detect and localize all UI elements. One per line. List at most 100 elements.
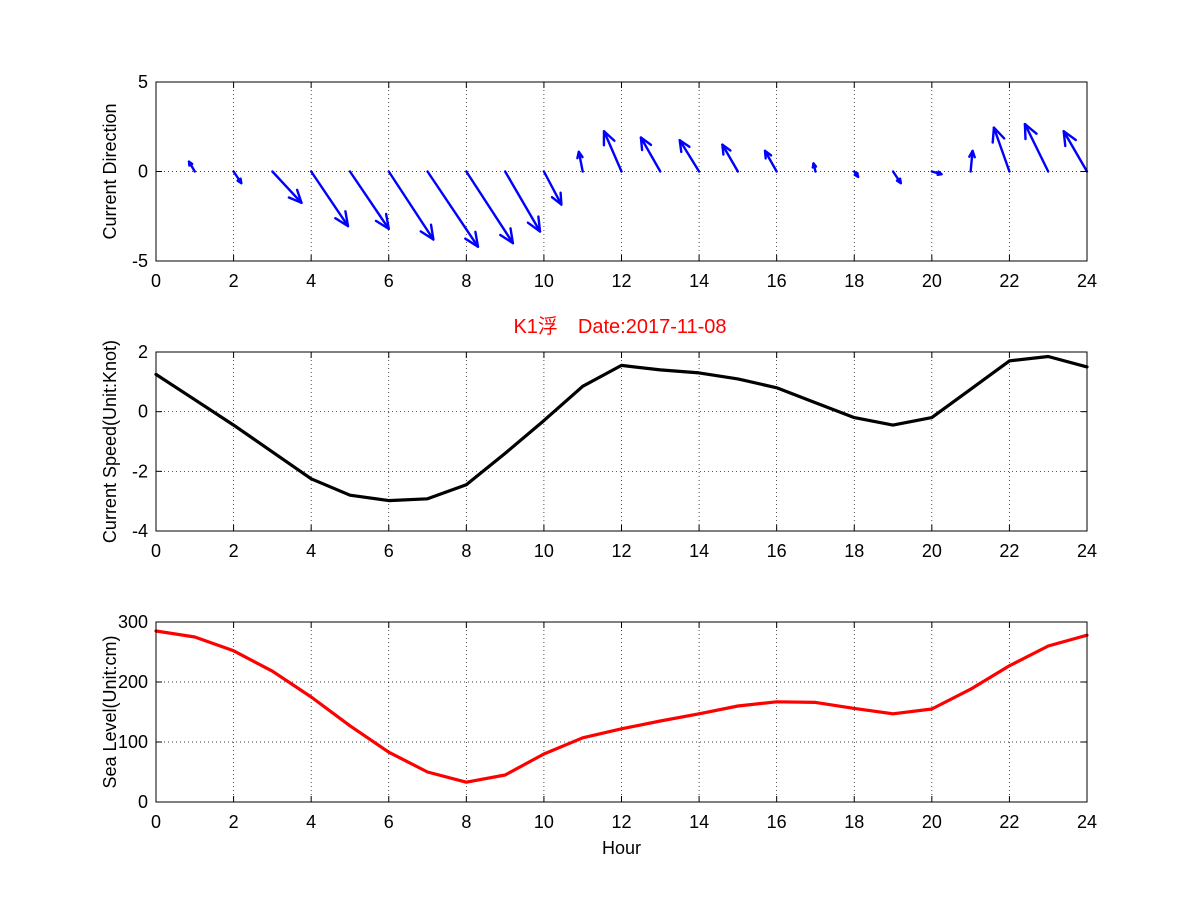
current-direction-arrow-head	[187, 160, 194, 167]
current-direction-arrow	[1023, 122, 1050, 173]
sea-level-series	[154, 629, 1089, 784]
sea-level-y-tick-label: 300	[118, 612, 148, 632]
current-direction-arrow	[1062, 129, 1089, 173]
current-direction-arrow-shaft	[602, 130, 623, 173]
current-direction-arrow-head	[678, 138, 691, 154]
current-direction-arrows	[187, 122, 1089, 248]
current-speed-x-tick-label: 24	[1077, 541, 1097, 561]
current-speed-x-tick-label: 4	[306, 541, 316, 561]
sea-level-x-tick-label: 16	[767, 812, 787, 832]
sea-level-line	[154, 629, 1089, 784]
current-speed-x-tick-label: 6	[384, 541, 394, 561]
current-direction-arrow-shaft	[465, 170, 515, 245]
current-speed-ticks: 0 2 4 6 8 10 12 14 16 18 20 22 24-4-202	[132, 342, 1097, 561]
current-direction-arrow-head	[419, 223, 435, 241]
figure-title: K1浮 Date:2017-11-08	[513, 315, 726, 338]
current-speed-x-tick-label: 22	[999, 541, 1019, 561]
sea-level-x-tick-label: 18	[844, 812, 864, 832]
sea-level-x-tick-label: 4	[306, 812, 316, 832]
current-speed-series	[154, 354, 1089, 503]
current-direction-arrow	[542, 170, 563, 206]
current-speed-x-tick-label: 8	[461, 541, 471, 561]
current-direction-arrow-head	[236, 177, 243, 185]
current-direction-arrow-shaft	[348, 170, 390, 230]
current-direction-arrow	[891, 170, 902, 185]
current-direction-arrow	[602, 129, 623, 173]
sea-level-x-tick-label: 6	[384, 812, 394, 832]
current-direction-arrow-shaft	[542, 170, 563, 206]
current-direction-arrow-head	[811, 162, 818, 169]
current-direction-y-tick-label: 5	[138, 72, 148, 92]
current-speed-x-tick-label: 14	[689, 541, 709, 561]
current-direction-arrow-head	[936, 170, 943, 177]
current-direction-x-tick-label: 10	[534, 271, 554, 291]
current-direction-arrow-head	[763, 149, 773, 160]
sea-level-x-axis-label: Hour	[602, 838, 641, 858]
current-direction-arrow	[503, 170, 542, 233]
current-direction-x-tick-label: 4	[306, 271, 316, 291]
sea-level-x-tick-label: 14	[689, 812, 709, 832]
current-speed-x-tick-label: 16	[767, 541, 787, 561]
current-direction-arrow-shaft	[271, 170, 303, 205]
current-speed-x-tick-label: 20	[922, 541, 942, 561]
current-direction-arrow	[991, 126, 1011, 173]
sea-level-x-tick-label: 0	[151, 812, 161, 832]
current-direction-arrow	[348, 170, 390, 231]
current-speed-x-tick-label: 10	[534, 541, 554, 561]
current-direction-ticks: 0 2 4 6 8 10 12 14 16 18 20 22 24-505	[132, 72, 1097, 291]
current-speed-y-tick-label: 0	[138, 402, 148, 422]
current-speed-y-tick-label: -4	[132, 521, 148, 541]
current-direction-arrow	[763, 149, 778, 173]
current-direction-x-tick-label: 16	[767, 271, 787, 291]
current-direction-arrow-head	[526, 215, 542, 233]
current-direction-y-tick-label: -5	[132, 251, 148, 271]
current-direction-arrow-head	[895, 177, 902, 185]
current-direction-arrow-shaft	[577, 150, 584, 173]
sea-level-x-tick-label: 2	[229, 812, 239, 832]
current-direction-arrow-shaft	[1062, 130, 1089, 173]
current-direction-arrow	[639, 136, 662, 173]
current-direction-arrow	[721, 143, 740, 173]
current-direction-arrow-head	[602, 129, 616, 147]
current-direction-arrow	[678, 138, 701, 173]
sea-level-x-tick-label: 10	[534, 812, 554, 832]
current-direction-arrow-head	[374, 212, 390, 231]
current-direction-panel: 0 2 4 6 8 10 12 14 16 18 20 22 24-505 Current Direct…	[100, 72, 1097, 291]
current-direction-arrow-head	[1023, 122, 1038, 141]
current-direction-arrow-shaft	[721, 143, 740, 173]
current-direction-x-tick-label: 24	[1077, 271, 1097, 291]
current-direction-arrow-shaft	[309, 170, 350, 228]
current-direction-arrow-head	[287, 188, 303, 205]
current-direction-arrow-head	[968, 149, 976, 159]
current-direction-x-tick-label: 18	[844, 271, 864, 291]
current-direction-arrow-shaft	[426, 170, 480, 248]
current-direction-arrow-head	[499, 227, 515, 245]
current-direction-arrow-shaft	[639, 136, 662, 173]
current-speed-x-tick-label: 12	[611, 541, 631, 561]
current-direction-arrow	[309, 170, 350, 228]
current-speed-x-tick-label: 2	[229, 541, 239, 561]
current-direction-arrow-head	[991, 126, 1006, 144]
current-direction-arrow-shaft	[678, 138, 701, 173]
current-direction-x-tick-label: 6	[384, 271, 394, 291]
current-direction-arrow-head	[639, 136, 653, 152]
current-direction-arrow-head	[853, 171, 860, 179]
current-direction-arrow-shaft	[503, 170, 542, 233]
current-direction-x-tick-label: 12	[611, 271, 631, 291]
sea-level-x-tick-label: 24	[1077, 812, 1097, 832]
current-direction-arrow	[811, 162, 818, 173]
current-direction-arrow	[853, 170, 860, 179]
current-speed-y-tick-label: 2	[138, 342, 148, 362]
current-direction-arrow	[387, 170, 435, 241]
current-direction-x-tick-label: 22	[999, 271, 1019, 291]
current-direction-x-tick-label: 8	[461, 271, 471, 291]
current-direction-arrow-shaft	[969, 149, 974, 173]
current-direction-arrow	[968, 149, 976, 173]
current-direction-y-tick-label: 0	[138, 162, 148, 182]
current-direction-x-tick-label: 0	[151, 271, 161, 291]
current-direction-arrow-head	[464, 230, 480, 248]
current-direction-arrow-head	[550, 191, 563, 206]
